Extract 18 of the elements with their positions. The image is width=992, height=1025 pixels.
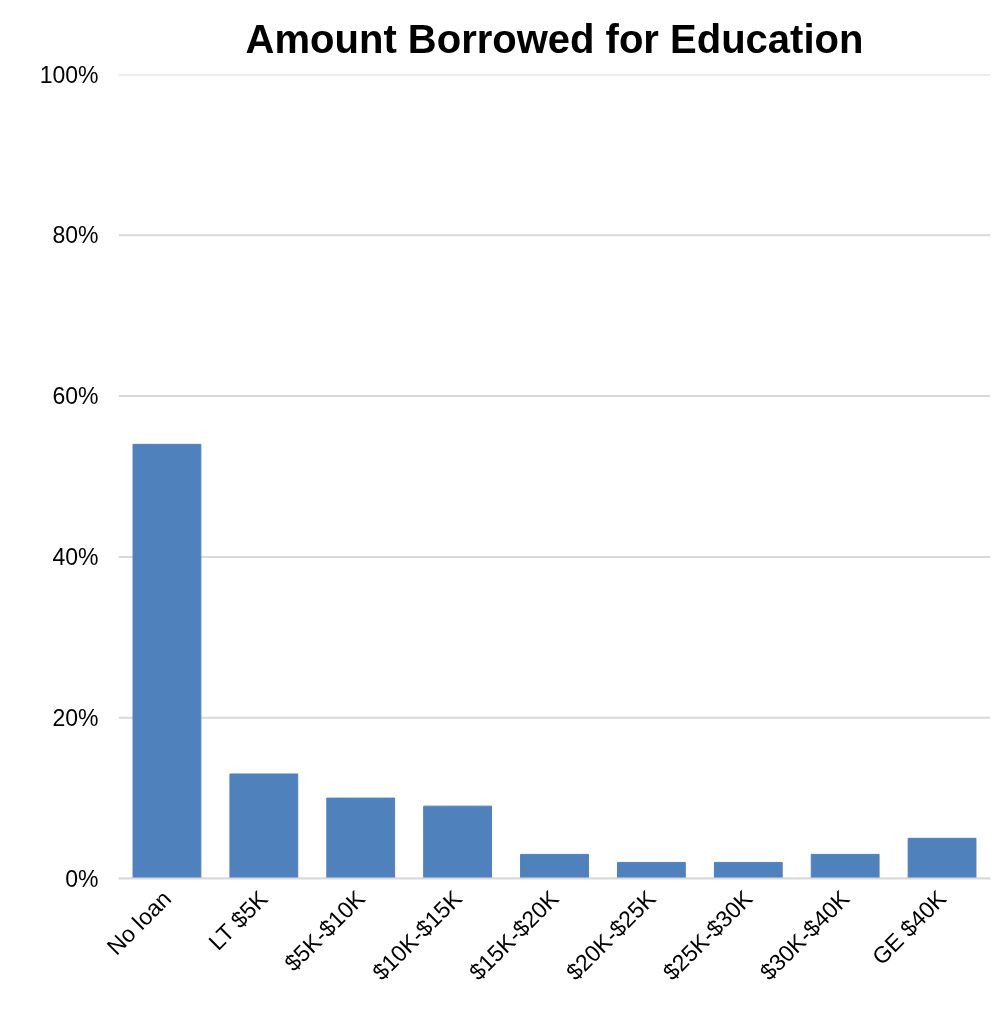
x-tick-label: No loan	[101, 885, 177, 960]
bar	[520, 853, 589, 879]
y-tick-label: 0%	[65, 865, 99, 892]
bar	[423, 805, 493, 879]
bar	[810, 853, 880, 879]
bar	[713, 861, 783, 879]
y-tick-label: 80%	[52, 222, 99, 249]
bar	[616, 861, 686, 879]
bar	[229, 773, 299, 879]
x-tick-label: LT $5K	[203, 885, 274, 955]
y-tick-label: 40%	[52, 543, 99, 570]
y-tick-label: 60%	[52, 383, 99, 410]
bar	[326, 797, 396, 879]
y-tick-label: 100%	[39, 61, 99, 88]
bar	[132, 443, 202, 879]
chart-title: Amount Borrowed for Education	[245, 16, 864, 61]
y-tick-label: 20%	[52, 704, 99, 731]
bar	[907, 837, 977, 879]
